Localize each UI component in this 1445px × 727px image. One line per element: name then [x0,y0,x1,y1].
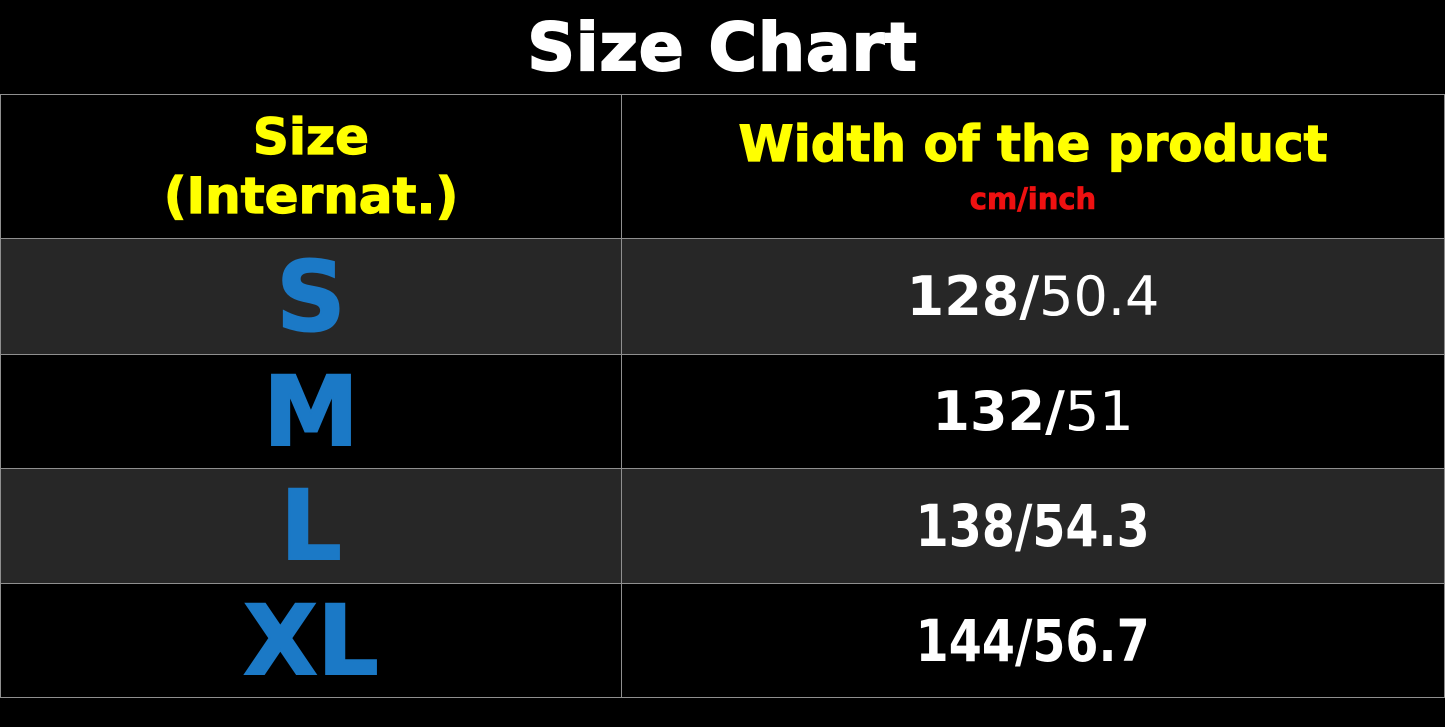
width-value-xl-cm: 144/ [915,606,1033,675]
header-cell-width: Width of the product cm/inch [622,95,1444,239]
size-column-header-line2: (Internat.) [163,166,459,225]
size-column-header-line1: Size [252,107,370,166]
table-row-m-size-cell: M [1,355,622,469]
width-value-l: 138/54.3 [916,497,1150,555]
size-table: Size (Internat.) Width of the product cm… [0,94,1445,698]
table-row-xl-width-cell: 144/56.7 [622,584,1444,697]
width-value-s: 128/50.4 [907,269,1160,324]
width-value-m-inch: 51 [1064,379,1134,443]
width-value-s-inch: 50.4 [1039,264,1160,328]
size-label-s: S [275,240,346,353]
size-label-l: L [279,470,342,582]
width-value-m: 132/51 [932,384,1133,439]
size-label-xl: XL [242,584,379,697]
width-value-s-cm: 128/ [906,264,1040,328]
table-row-s-size-cell: S [1,239,622,355]
table-row-s-width-cell: 128/50.4 [622,239,1444,355]
table-row-xl-size-cell: XL [1,584,622,697]
header-cell-size: Size (Internat.) [1,95,622,239]
table-row-m-width-cell: 132/51 [622,355,1444,469]
width-column-units: cm/inch [969,182,1097,217]
width-value-l-inch: 54.3 [1032,492,1151,560]
table-row-l-size-cell: L [1,469,622,584]
table-row-l-width-cell: 138/54.3 [622,469,1444,584]
width-value-xl-inch: 56.7 [1032,606,1151,675]
page-title: Size Chart [526,8,918,87]
size-label-m: M [262,355,360,468]
width-value-l-cm: 138/ [915,492,1033,560]
width-column-header: Width of the product [738,115,1328,173]
width-value-m-cm: 132/ [932,379,1065,443]
width-value-xl: 144/56.7 [916,612,1150,670]
